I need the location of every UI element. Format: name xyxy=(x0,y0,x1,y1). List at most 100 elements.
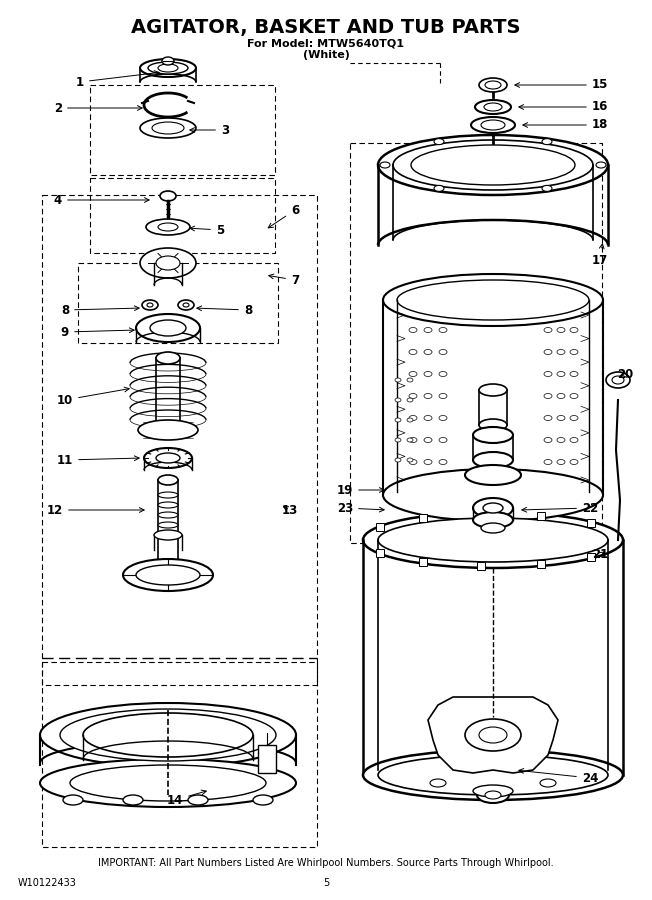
Text: 1: 1 xyxy=(76,71,159,88)
Bar xyxy=(419,514,426,522)
Ellipse shape xyxy=(162,57,174,65)
Text: 15: 15 xyxy=(515,78,608,92)
Ellipse shape xyxy=(60,709,276,761)
Ellipse shape xyxy=(557,437,565,443)
Text: 18: 18 xyxy=(523,119,608,131)
Ellipse shape xyxy=(540,779,556,787)
Ellipse shape xyxy=(430,779,446,787)
Bar xyxy=(376,549,385,557)
Ellipse shape xyxy=(363,750,623,800)
Ellipse shape xyxy=(147,303,153,307)
Bar xyxy=(537,560,545,568)
Ellipse shape xyxy=(557,416,565,420)
Ellipse shape xyxy=(424,437,432,443)
Ellipse shape xyxy=(475,100,511,114)
Ellipse shape xyxy=(570,460,578,464)
Ellipse shape xyxy=(557,393,565,399)
Ellipse shape xyxy=(363,512,623,568)
Ellipse shape xyxy=(409,416,417,420)
Bar xyxy=(376,523,385,531)
Ellipse shape xyxy=(570,328,578,332)
Ellipse shape xyxy=(570,437,578,443)
Ellipse shape xyxy=(544,460,552,464)
Ellipse shape xyxy=(484,103,502,111)
Bar xyxy=(477,562,484,570)
Ellipse shape xyxy=(378,135,608,195)
Text: 13: 13 xyxy=(282,503,298,517)
Ellipse shape xyxy=(409,393,417,399)
Ellipse shape xyxy=(253,795,273,805)
Text: 10: 10 xyxy=(57,387,129,407)
Text: (White): (White) xyxy=(303,50,349,60)
Text: 12: 12 xyxy=(47,503,144,517)
Ellipse shape xyxy=(140,248,196,278)
Ellipse shape xyxy=(424,393,432,399)
Ellipse shape xyxy=(570,416,578,420)
Ellipse shape xyxy=(140,118,196,138)
Ellipse shape xyxy=(40,703,296,767)
Text: 24: 24 xyxy=(519,769,598,785)
Ellipse shape xyxy=(570,393,578,399)
Text: 9: 9 xyxy=(61,326,134,338)
Bar xyxy=(90,85,275,175)
Ellipse shape xyxy=(612,376,624,384)
Ellipse shape xyxy=(411,145,575,185)
Ellipse shape xyxy=(479,78,507,92)
Text: 2: 2 xyxy=(54,102,142,114)
Text: 21: 21 xyxy=(592,548,608,562)
Ellipse shape xyxy=(70,765,266,801)
Ellipse shape xyxy=(142,300,158,310)
Text: 5: 5 xyxy=(190,223,224,237)
Ellipse shape xyxy=(409,372,417,376)
Ellipse shape xyxy=(481,120,505,130)
Bar xyxy=(537,512,545,520)
Ellipse shape xyxy=(158,223,178,231)
Ellipse shape xyxy=(378,518,608,562)
Text: W10122433: W10122433 xyxy=(18,878,77,888)
Ellipse shape xyxy=(544,328,552,332)
Ellipse shape xyxy=(439,372,447,376)
Ellipse shape xyxy=(409,437,417,443)
Text: 7: 7 xyxy=(269,274,299,286)
Ellipse shape xyxy=(83,713,253,757)
Ellipse shape xyxy=(156,256,180,270)
Ellipse shape xyxy=(188,795,208,805)
Ellipse shape xyxy=(424,372,432,376)
Ellipse shape xyxy=(439,328,447,332)
Ellipse shape xyxy=(570,372,578,376)
Ellipse shape xyxy=(407,378,413,382)
Bar xyxy=(90,178,275,253)
Ellipse shape xyxy=(183,303,189,307)
Text: 5: 5 xyxy=(323,878,329,888)
Bar xyxy=(42,195,317,685)
Ellipse shape xyxy=(409,460,417,464)
Ellipse shape xyxy=(397,280,589,320)
Ellipse shape xyxy=(407,418,413,422)
Ellipse shape xyxy=(409,349,417,355)
Ellipse shape xyxy=(383,274,603,326)
Bar xyxy=(350,143,602,543)
Bar xyxy=(258,745,276,773)
Ellipse shape xyxy=(136,314,200,342)
Ellipse shape xyxy=(485,791,501,799)
Ellipse shape xyxy=(544,349,552,355)
Ellipse shape xyxy=(144,448,192,468)
Ellipse shape xyxy=(178,300,194,310)
Ellipse shape xyxy=(158,64,178,72)
Text: 22: 22 xyxy=(522,501,598,515)
Text: 23: 23 xyxy=(337,501,384,515)
Ellipse shape xyxy=(439,416,447,420)
Ellipse shape xyxy=(424,328,432,332)
Ellipse shape xyxy=(138,420,198,440)
Ellipse shape xyxy=(424,460,432,464)
Ellipse shape xyxy=(434,139,444,145)
Bar xyxy=(42,662,317,847)
Ellipse shape xyxy=(409,328,417,332)
Text: 20: 20 xyxy=(617,368,633,382)
Polygon shape xyxy=(428,697,558,773)
Ellipse shape xyxy=(158,512,178,518)
Text: 16: 16 xyxy=(519,101,608,113)
Ellipse shape xyxy=(485,81,501,89)
Ellipse shape xyxy=(158,475,178,485)
Ellipse shape xyxy=(407,458,413,462)
